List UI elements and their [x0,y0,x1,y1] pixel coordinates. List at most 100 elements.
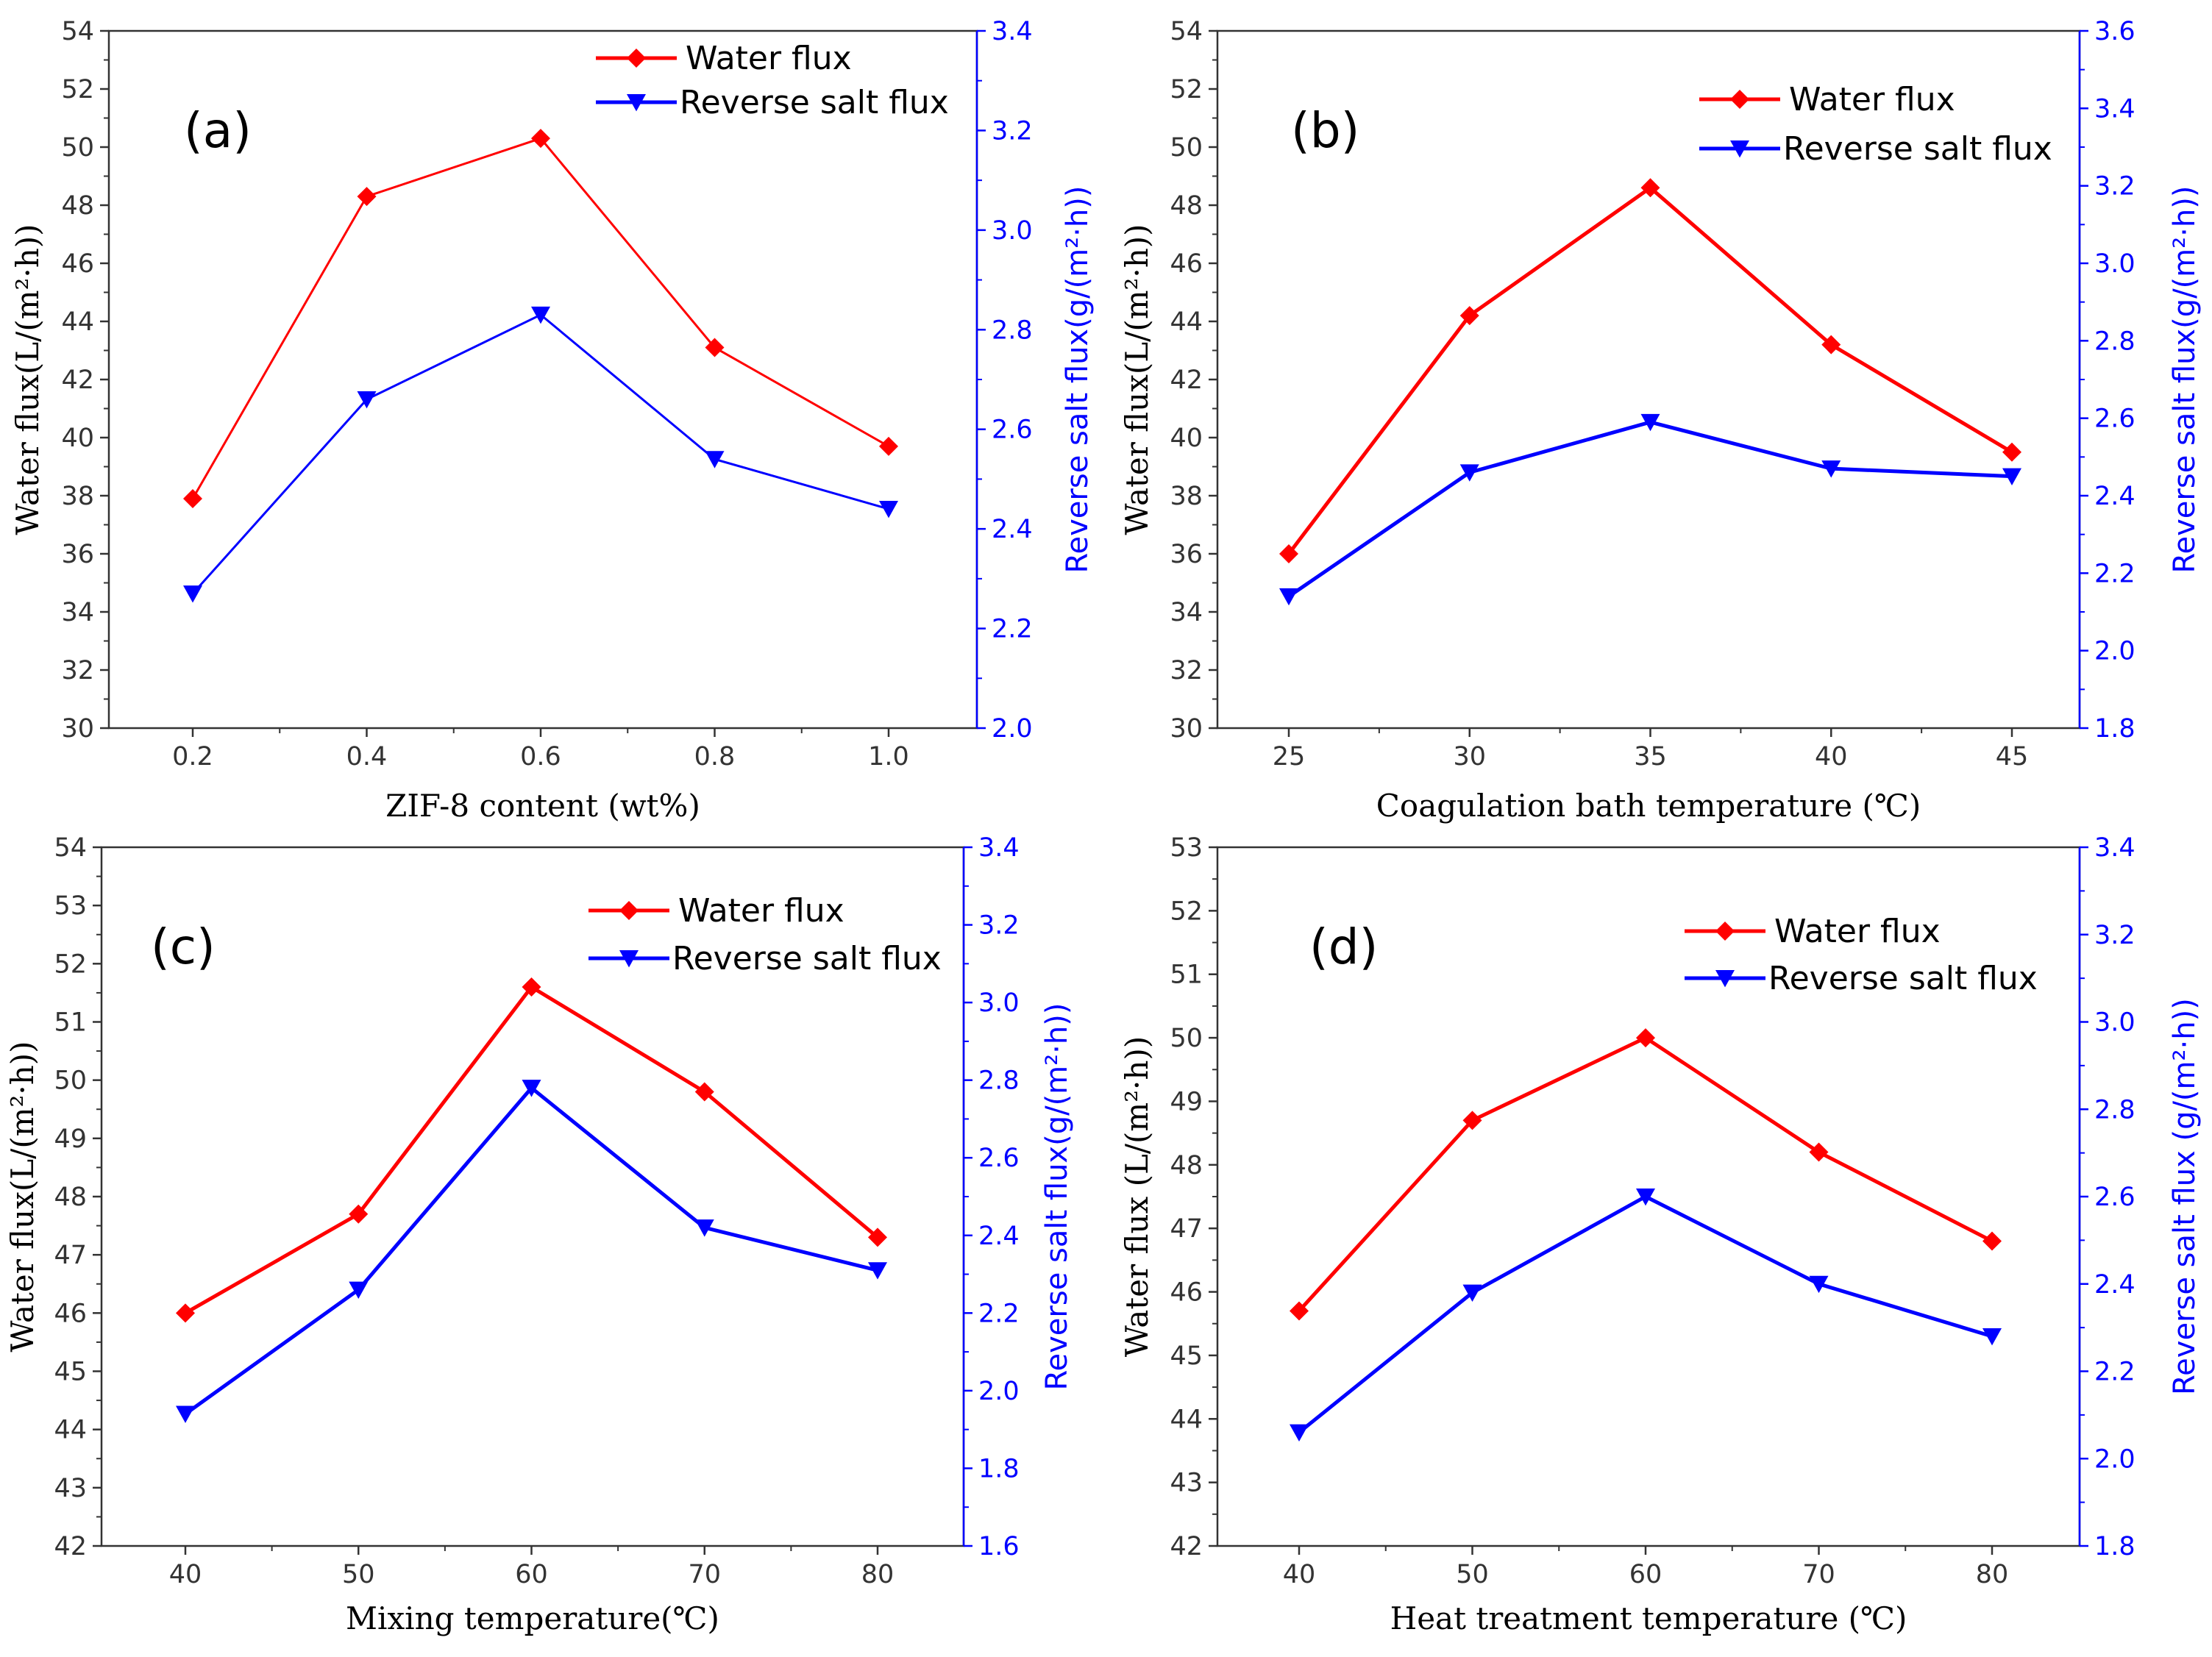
legend-label-water-flux: Water flux [1789,81,1955,118]
panel-2: 30 32 34 36 38 40 42 44 46 48 50 52 54 1.8 2.0 2.2 2.4 2.… [1119,17,2202,824]
y-tick-label: 46 [1170,249,1203,279]
series-line-reverse-salt-flux [1287,420,2013,598]
y2-tick-label: 2.8 [992,316,1033,345]
y-tick-label: 34 [1170,598,1203,627]
y2-tick-label: 2.8 [2094,327,2135,356]
panel-3: 42 43 44 45 46 47 48 49 50 51 52 53 54 1.6 1.8 2.0 2.2 2.… [4,833,1074,1636]
y2-tick-label: 3.6 [2094,17,2135,46]
y-tick-label: 47 [54,1241,87,1270]
y2-axis-title: Reverse salt flux(g/(m²·h)) [1040,1003,1074,1391]
y-tick-label: 42 [61,366,94,395]
y-tick-label: 54 [61,17,94,46]
y2-tick-label: 2.0 [992,714,1033,744]
y-tick-label: 53 [1170,833,1203,863]
y-tick-label: 52 [1170,75,1203,104]
y2-tick-label: 1.8 [2094,1532,2135,1561]
y2-tick-label: 3.2 [992,116,1033,146]
water-flux-point [1821,335,1841,354]
y2-tick-label: 2.0 [2094,1444,2135,1474]
reverse-salt-flux-point [1279,588,1298,606]
x-tick-label: 80 [861,1560,895,1589]
series-line-reverse-salt-flux [184,1085,878,1416]
legend-label-reverse-salt-flux: Reverse salt flux [1768,960,2038,997]
y-tick-label: 46 [54,1299,87,1328]
x-tick-label: 40 [169,1560,202,1589]
y-tick-label: 38 [61,482,94,511]
y-tick-label: 44 [54,1416,87,1445]
y-tick-label: 54 [1170,17,1203,46]
series-line-reverse-salt-flux [191,313,889,595]
water-flux-point [1459,306,1479,326]
panel-label: (a) [184,102,252,159]
reverse-salt-flux-point [522,1080,541,1097]
y2-tick-label: 3.0 [2094,1008,2135,1038]
legend-label-water-flux: Water flux [1774,913,1941,950]
series-line-water-flux [1287,185,2013,555]
water-flux-point [1640,178,1660,198]
water-flux-point [705,338,725,357]
y-tick-label: 54 [54,833,87,863]
reverse-salt-flux-point [868,1262,887,1280]
x-tick-label: 0.2 [172,742,213,772]
panel-label: (d) [1309,919,1378,975]
x-tick-label: 45 [1996,742,2029,772]
y-tick-label: 52 [54,949,87,979]
y-tick-label: 34 [61,598,94,627]
legend-marker-reverse-salt-flux [1730,140,1749,158]
legend-marker-reverse-salt-flux [619,949,639,968]
y2-tick-label: 2.4 [2094,1270,2135,1300]
y2-tick-label: 2.2 [2094,1358,2135,1387]
legend-marker-water-flux [627,49,646,68]
y-tick-label: 44 [1170,1405,1203,1434]
water-flux-point [531,129,550,149]
y2-tick-label: 3.4 [2094,833,2135,863]
y-tick-label: 36 [61,540,94,569]
reverse-salt-flux-point [879,501,898,519]
panel-label: (b) [1291,102,1359,159]
reverse-salt-flux-point [176,1405,195,1423]
y2-tick-label: 2.6 [2094,405,2135,434]
x-tick-label: 40 [1815,742,1848,772]
y2-tick-label: 2.4 [978,1222,1020,1251]
panel-label: (c) [151,919,216,975]
water-flux-point [522,977,541,997]
y-tick-label: 38 [1170,482,1203,511]
y2-tick-label: 2.6 [978,1144,1020,1173]
reverse-salt-flux-point [1462,1284,1482,1302]
y-tick-label: 44 [1170,307,1203,337]
reverse-salt-flux-point [1640,413,1660,432]
legend-marker-water-flux [1715,922,1735,941]
x-tick-label: 50 [1456,1560,1489,1589]
y-tick-label: 50 [54,1066,87,1096]
water-flux-point [176,1303,195,1323]
y-tick-label: 40 [61,424,94,453]
y-tick-label: 48 [61,191,94,221]
water-flux-point [1462,1111,1482,1130]
y-tick-label: 53 [54,891,87,921]
y-tick-label: 44 [61,307,94,337]
legend-marker-water-flux [619,901,639,920]
x-tick-label: 40 [1283,1560,1316,1589]
water-flux-point [1809,1142,1829,1162]
y-tick-label: 32 [61,656,94,685]
legend-label-reverse-salt-flux: Reverse salt flux [672,940,942,977]
y2-tick-label: 2.8 [2094,1095,2135,1125]
x-axis-title: Mixing temperature(℃) [346,1600,719,1636]
y2-tick-label: 3.0 [2094,249,2135,279]
y2-axis-title: Reverse salt flux(g/(m²·h)) [2168,186,2202,574]
water-flux-point [1279,544,1298,563]
water-flux-point [2002,442,2021,462]
water-flux-point [1636,1028,1655,1048]
y-tick-label: 49 [1170,1087,1203,1116]
series-line-reverse-salt-flux [1298,1194,1993,1434]
y-tick-label: 48 [1170,1151,1203,1180]
y2-tick-label: 2.6 [2094,1183,2135,1212]
series-line-water-flux [1298,1036,1994,1313]
reverse-salt-flux-point [2002,468,2021,486]
legend-marker-reverse-salt-flux [627,93,646,112]
y-tick-label: 30 [61,714,94,744]
reverse-salt-flux-point [1809,1275,1829,1294]
y2-tick-label: 2.4 [2094,482,2135,511]
reverse-salt-flux-point [349,1281,369,1300]
x-tick-label: 0.8 [694,742,736,772]
